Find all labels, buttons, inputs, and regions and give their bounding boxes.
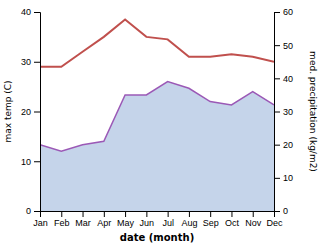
- tick: Mar: [75, 211, 91, 228]
- tick: 0: [274, 206, 288, 216]
- tick-label: Oct: [225, 218, 240, 228]
- tick: May: [117, 211, 135, 228]
- axis-line: [275, 13, 281, 212]
- tick: Jul: [162, 211, 174, 228]
- tick-label: 30: [283, 107, 293, 117]
- chart: JanFebMarAprMayJunJulAugSepOctNovDec0102…: [0, 0, 318, 247]
- x-axis-title: date (month): [120, 232, 194, 243]
- tick: 20: [21, 107, 40, 117]
- tick-mark: [210, 211, 211, 217]
- tick-label: 10: [283, 173, 293, 183]
- line: [40, 19, 274, 66]
- tick-label: 50: [283, 41, 293, 51]
- tick-mark: [34, 211, 40, 212]
- tick-mark: [34, 62, 40, 63]
- tick-mark: [274, 211, 280, 212]
- tick: Jan: [33, 211, 48, 228]
- area: [40, 82, 274, 211]
- tick-label: 0: [26, 206, 31, 216]
- tick-mark: [189, 211, 190, 217]
- tick: Apr: [97, 211, 111, 228]
- tick-label: Feb: [54, 218, 70, 228]
- tick-mark: [274, 45, 280, 46]
- y2-axis-title: med. precipitation (kg/m2): [308, 51, 318, 172]
- tick-label: Jun: [140, 218, 155, 228]
- tick: 10: [21, 157, 40, 167]
- marks: [40, 19, 274, 211]
- tick-mark: [61, 211, 62, 217]
- tick-mark: [274, 12, 280, 13]
- tick-label: Dec: [266, 218, 283, 228]
- axis-line: [34, 13, 41, 212]
- tick-mark: [231, 211, 232, 217]
- tick: Sep: [203, 211, 219, 228]
- tick-label: 10: [21, 157, 31, 167]
- tick-label: Jul: [162, 218, 174, 228]
- tick: 10: [274, 173, 293, 183]
- tick-mark: [274, 145, 280, 146]
- tick-mark: [274, 78, 280, 79]
- tick-label: 40: [21, 7, 31, 17]
- tick-mark: [274, 178, 280, 179]
- tick-mark: [34, 161, 40, 162]
- tick-label: Nov: [245, 218, 262, 228]
- tick-label: May: [117, 218, 135, 228]
- tick-label: Jan: [33, 218, 48, 228]
- plot: JanFebMarAprMayJunJulAugSepOctNovDec0102…: [21, 7, 293, 228]
- tick: Feb: [54, 211, 70, 228]
- tick: Dec: [266, 211, 283, 228]
- tick: 0: [26, 206, 40, 216]
- tick-label: 20: [21, 107, 31, 117]
- y-axis-title: max temp (C): [3, 80, 13, 142]
- tick: Aug: [181, 211, 197, 228]
- tick-mark: [146, 211, 147, 217]
- tick-mark: [83, 211, 84, 217]
- y2-axis: 0 10 20 30 40 50 60: [274, 7, 293, 216]
- tick: 40: [21, 7, 40, 17]
- tick-label: Sep: [203, 218, 219, 228]
- tick: Nov: [245, 211, 262, 228]
- tick: 30: [274, 107, 293, 117]
- tick: 50: [274, 41, 293, 51]
- tick: 40: [274, 74, 293, 84]
- tick-label: Aug: [181, 218, 197, 228]
- y-axis: 0 10 20 30 40: [21, 7, 41, 216]
- axis-line: [41, 212, 275, 218]
- tick: 30: [21, 57, 40, 67]
- tick-mark: [34, 12, 40, 13]
- tick: 60: [274, 7, 293, 17]
- tick-label: 40: [283, 74, 293, 84]
- tick-mark: [168, 211, 169, 217]
- tick-mark: [253, 211, 254, 217]
- tick: Oct: [225, 211, 240, 228]
- line: [40, 82, 274, 152]
- tick-label: 30: [21, 57, 31, 67]
- tick-label: Apr: [97, 218, 111, 228]
- tick-mark: [104, 211, 105, 217]
- x-axis: Jan Feb Mar Apr May Jun Jul Aug Sep Oct Nov Dec: [33, 211, 283, 228]
- tick-mark: [34, 112, 40, 113]
- tick-label: Mar: [75, 218, 91, 228]
- tick: Jun: [140, 211, 155, 228]
- tick-label: 60: [283, 7, 293, 17]
- tick: 20: [274, 140, 293, 150]
- tick-mark: [125, 211, 126, 217]
- tick-label: 20: [283, 140, 293, 150]
- tick-label: 0: [283, 206, 288, 216]
- tick-mark: [274, 112, 280, 113]
